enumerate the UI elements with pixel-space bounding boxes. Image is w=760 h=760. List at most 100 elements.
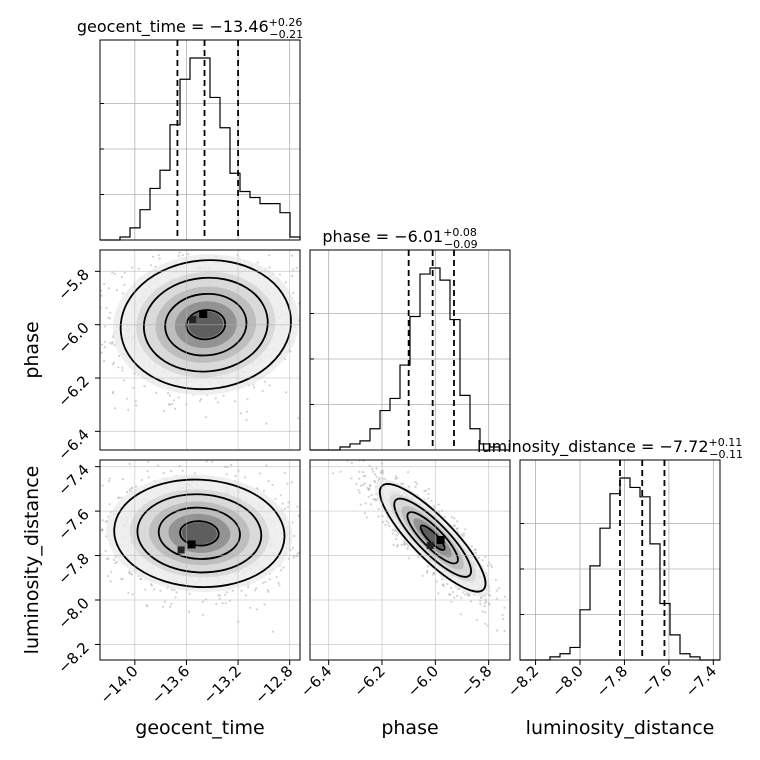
scatter-point: [372, 470, 375, 473]
scatter-point: [371, 467, 374, 470]
x-tick-label-luminosity_distance: −7.6: [637, 662, 675, 700]
scatter-point: [451, 591, 454, 594]
scatter-point: [400, 482, 403, 485]
panel-frame-geocent_time: [99, 39, 301, 241]
scatter-point: [494, 578, 497, 581]
scatter-point: [503, 606, 506, 609]
contour-level: [157, 506, 241, 560]
scatter-point: [168, 394, 171, 397]
x-tick-label-phase: −6.2: [350, 662, 388, 700]
grid-layer: [100, 40, 720, 660]
scatter-point: [453, 596, 456, 599]
scatter-point: [489, 594, 492, 597]
scatter-point: [181, 254, 184, 257]
scatter-point: [358, 491, 361, 494]
x-axis-label-phase: phase: [381, 717, 438, 739]
scatter-point: [244, 476, 247, 479]
scatter-point: [496, 629, 499, 632]
scatter-point: [121, 478, 124, 481]
scatter-point: [347, 304, 349, 306]
scatter-point: [271, 483, 274, 486]
scatter-point: [112, 558, 116, 562]
scatter-point: [314, 560, 316, 562]
scatter-point: [104, 325, 107, 328]
scatter-point: [177, 396, 180, 399]
scatter-point: [173, 589, 176, 592]
scatter-point: [202, 452, 204, 454]
panel-frame-luminosity_distance: [519, 459, 721, 661]
scatter-point: [258, 472, 261, 475]
scatter-point: [333, 532, 335, 534]
scatter-point: [229, 455, 231, 457]
scatter-point: [516, 604, 518, 606]
scatter-point: [256, 261, 259, 264]
scatter-point: [101, 519, 104, 522]
scatter-point: [441, 584, 444, 587]
contour-level: [164, 292, 248, 357]
y-tick-label-luminosity_distance: −8.0: [54, 594, 92, 632]
x-tick-label-luminosity_distance: −7.4: [682, 662, 720, 700]
scatter-point: [382, 469, 385, 472]
scatter-point: [450, 516, 453, 519]
scatter-point: [283, 507, 287, 510]
x-tick-label-phase: −5.8: [457, 662, 495, 700]
scatter-point: [284, 281, 287, 284]
scatter-point: [477, 556, 480, 559]
scatter-point: [247, 586, 250, 589]
scatter-point: [403, 542, 406, 545]
scatter-point: [370, 494, 373, 497]
histogram-geocent_time: [100, 57, 301, 241]
scatter-point: [462, 532, 465, 535]
scatter-point: [161, 605, 165, 608]
scatter-point: [126, 397, 129, 400]
scatter-point: [364, 474, 367, 478]
scatter-point: [146, 470, 149, 473]
scatter-point: [394, 475, 397, 478]
scatter-point: [93, 357, 95, 359]
scatter-point: [170, 588, 173, 591]
scatter-point: [297, 302, 300, 305]
scatter-point: [121, 369, 124, 372]
marks-layer: [100, 40, 720, 661]
scatter-point: [303, 328, 305, 330]
x-tick-label-geocent_time: −14.0: [96, 662, 141, 707]
scatter-point: [462, 591, 465, 594]
scatter-point: [385, 520, 388, 523]
scatter-point: [407, 557, 410, 560]
scatter-point: [147, 460, 150, 463]
scatter-point: [246, 398, 249, 401]
scatter-point: [503, 595, 507, 599]
scatter-point: [296, 505, 299, 508]
scatter-point: [86, 540, 88, 542]
scatter-point: [150, 583, 153, 586]
scatter-point: [115, 289, 118, 292]
scatter-point: [303, 338, 305, 340]
scatter-point: [388, 525, 391, 528]
scatter-point: [232, 233, 234, 235]
scatter-point: [362, 453, 364, 455]
scatter-point: [266, 589, 269, 592]
scatter-point: [374, 499, 377, 502]
scatter-point: [211, 460, 214, 463]
scatter-point: [484, 611, 487, 614]
x-tick-label-phase: −6.4: [297, 662, 335, 700]
scatter-point: [296, 552, 299, 555]
scatter-point: [163, 600, 166, 603]
scatter-point: [291, 546, 294, 549]
scatter-point: [222, 394, 225, 397]
scatter-point: [121, 578, 124, 581]
scatter-point: [232, 244, 234, 246]
scatter-point: [293, 534, 296, 538]
scatter-point: [268, 266, 271, 269]
scatter-point: [292, 556, 295, 559]
scatter-point: [268, 578, 271, 581]
scatter-point: [501, 613, 504, 617]
x-tick-label-geocent_time: −13.6: [148, 662, 193, 707]
scatter-point: [426, 571, 429, 574]
panel-frame-phase-luminosity_distance: [309, 459, 511, 661]
scatter-point: [221, 601, 224, 605]
scatter-point: [303, 299, 305, 301]
scatter-point: [407, 485, 411, 488]
scatter-point: [279, 494, 282, 497]
scatter-point: [129, 572, 132, 576]
